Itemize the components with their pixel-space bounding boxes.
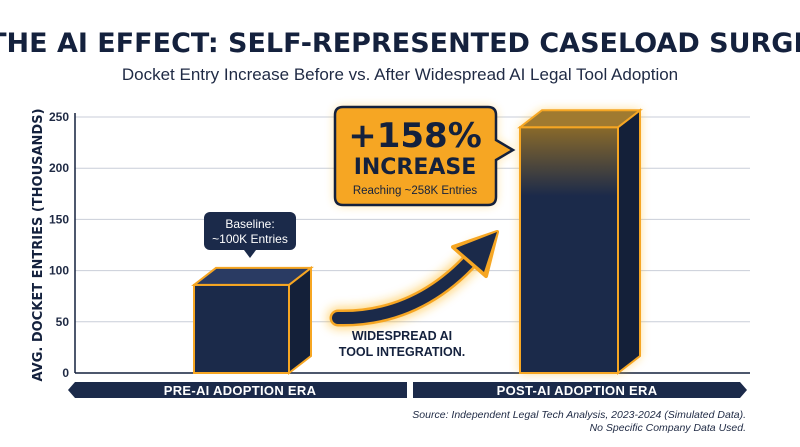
y-axis-label: AVG. DOCKET ENTRIES (THOUSANDS)	[31, 108, 46, 381]
y-tick-label: 200	[49, 161, 69, 175]
bars	[191, 108, 643, 376]
increase-callout: +158% INCREASE Reaching ~258K Entries	[333, 105, 516, 207]
y-tick-label: 50	[56, 315, 70, 329]
chart-subtitle: Docket Entry Increase Before vs. After W…	[122, 65, 678, 84]
y-tick-label: 150	[49, 212, 69, 226]
y-tick-label: 0	[62, 366, 69, 380]
arrow-label-line2: TOOL INTEGRATION.	[339, 345, 465, 359]
bar-side	[617, 108, 641, 376]
y-tick-labels: 0 50 100 150 200 250	[49, 110, 69, 380]
era-band-pre	[68, 382, 407, 398]
source-note-line2: No Specific Company Data Used.	[590, 422, 746, 434]
source-note-line1: Source: Independent Legal Tech Analysis,…	[412, 409, 746, 421]
baseline-label-line2: ~100K Entries	[212, 232, 288, 246]
x-tick-label-post-ai: POST-AI ADOPTION ERA	[497, 383, 658, 398]
increase-subtext: Reaching ~258K Entries	[353, 185, 478, 197]
baseline-label-line1: Baseline:	[225, 217, 274, 231]
bar-top	[191, 266, 314, 286]
bar-side	[288, 265, 312, 376]
bar-pre-ai	[191, 265, 314, 376]
bar-post-ai	[517, 108, 643, 376]
y-tick-label: 250	[49, 110, 69, 124]
growth-arrow	[327, 230, 499, 330]
arrow-label-line1: WIDESPREAD AI	[352, 329, 452, 343]
bar-front	[193, 283, 290, 375]
bar-top	[517, 109, 643, 129]
chart-title: THE AI EFFECT: SELF-REPRESENTED CASELOAD…	[0, 28, 800, 59]
x-tick-label-pre-ai: PRE-AI ADOPTION ERA	[164, 383, 317, 398]
baseline-callout: Baseline: ~100K Entries	[204, 212, 296, 258]
increase-percent: +158%	[348, 116, 482, 156]
era-band-post	[413, 382, 747, 398]
increase-word: INCREASE	[354, 155, 477, 180]
era-bands: PRE-AI ADOPTION ERA POST-AI ADOPTION ERA	[68, 382, 747, 398]
y-tick-label: 100	[49, 264, 69, 278]
bar-front	[519, 126, 619, 374]
